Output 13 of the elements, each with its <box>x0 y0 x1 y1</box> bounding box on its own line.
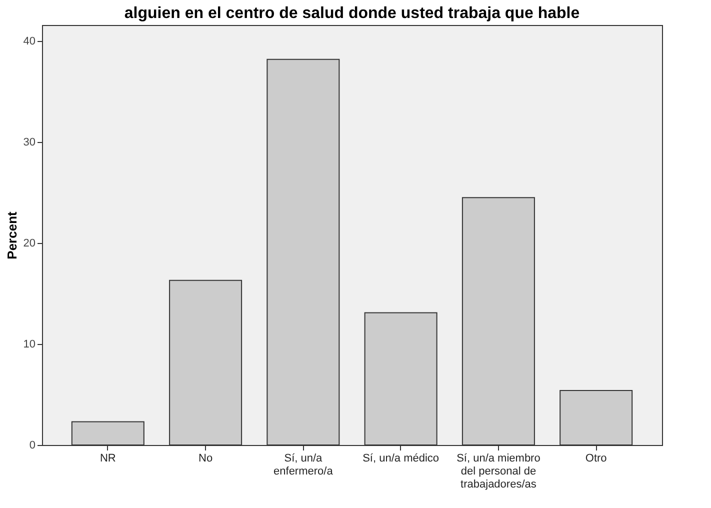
x-tick-label: Sí, un/a miembro del personal de trabajadores/as <box>456 452 540 490</box>
x-tick-label: Sí, un/a médico <box>362 452 440 464</box>
x-tick-label: Otro <box>585 452 607 464</box>
chart-title: alguien en el centro de salud donde usted trabaja que hable <box>124 5 580 22</box>
y-tick-label: 0 <box>29 440 36 452</box>
y-tick-label: 20 <box>23 238 36 250</box>
y-tick-label: 10 <box>23 338 36 351</box>
x-tick-label: NR <box>100 452 116 464</box>
y-tick-label: 40 <box>23 36 36 48</box>
x-tick-label: Sí, un/a enfermero/a <box>274 452 334 478</box>
y-tick-label: 30 <box>23 136 36 149</box>
x-tick-label: No <box>198 452 213 464</box>
y-axis-title: Percent <box>4 210 20 260</box>
